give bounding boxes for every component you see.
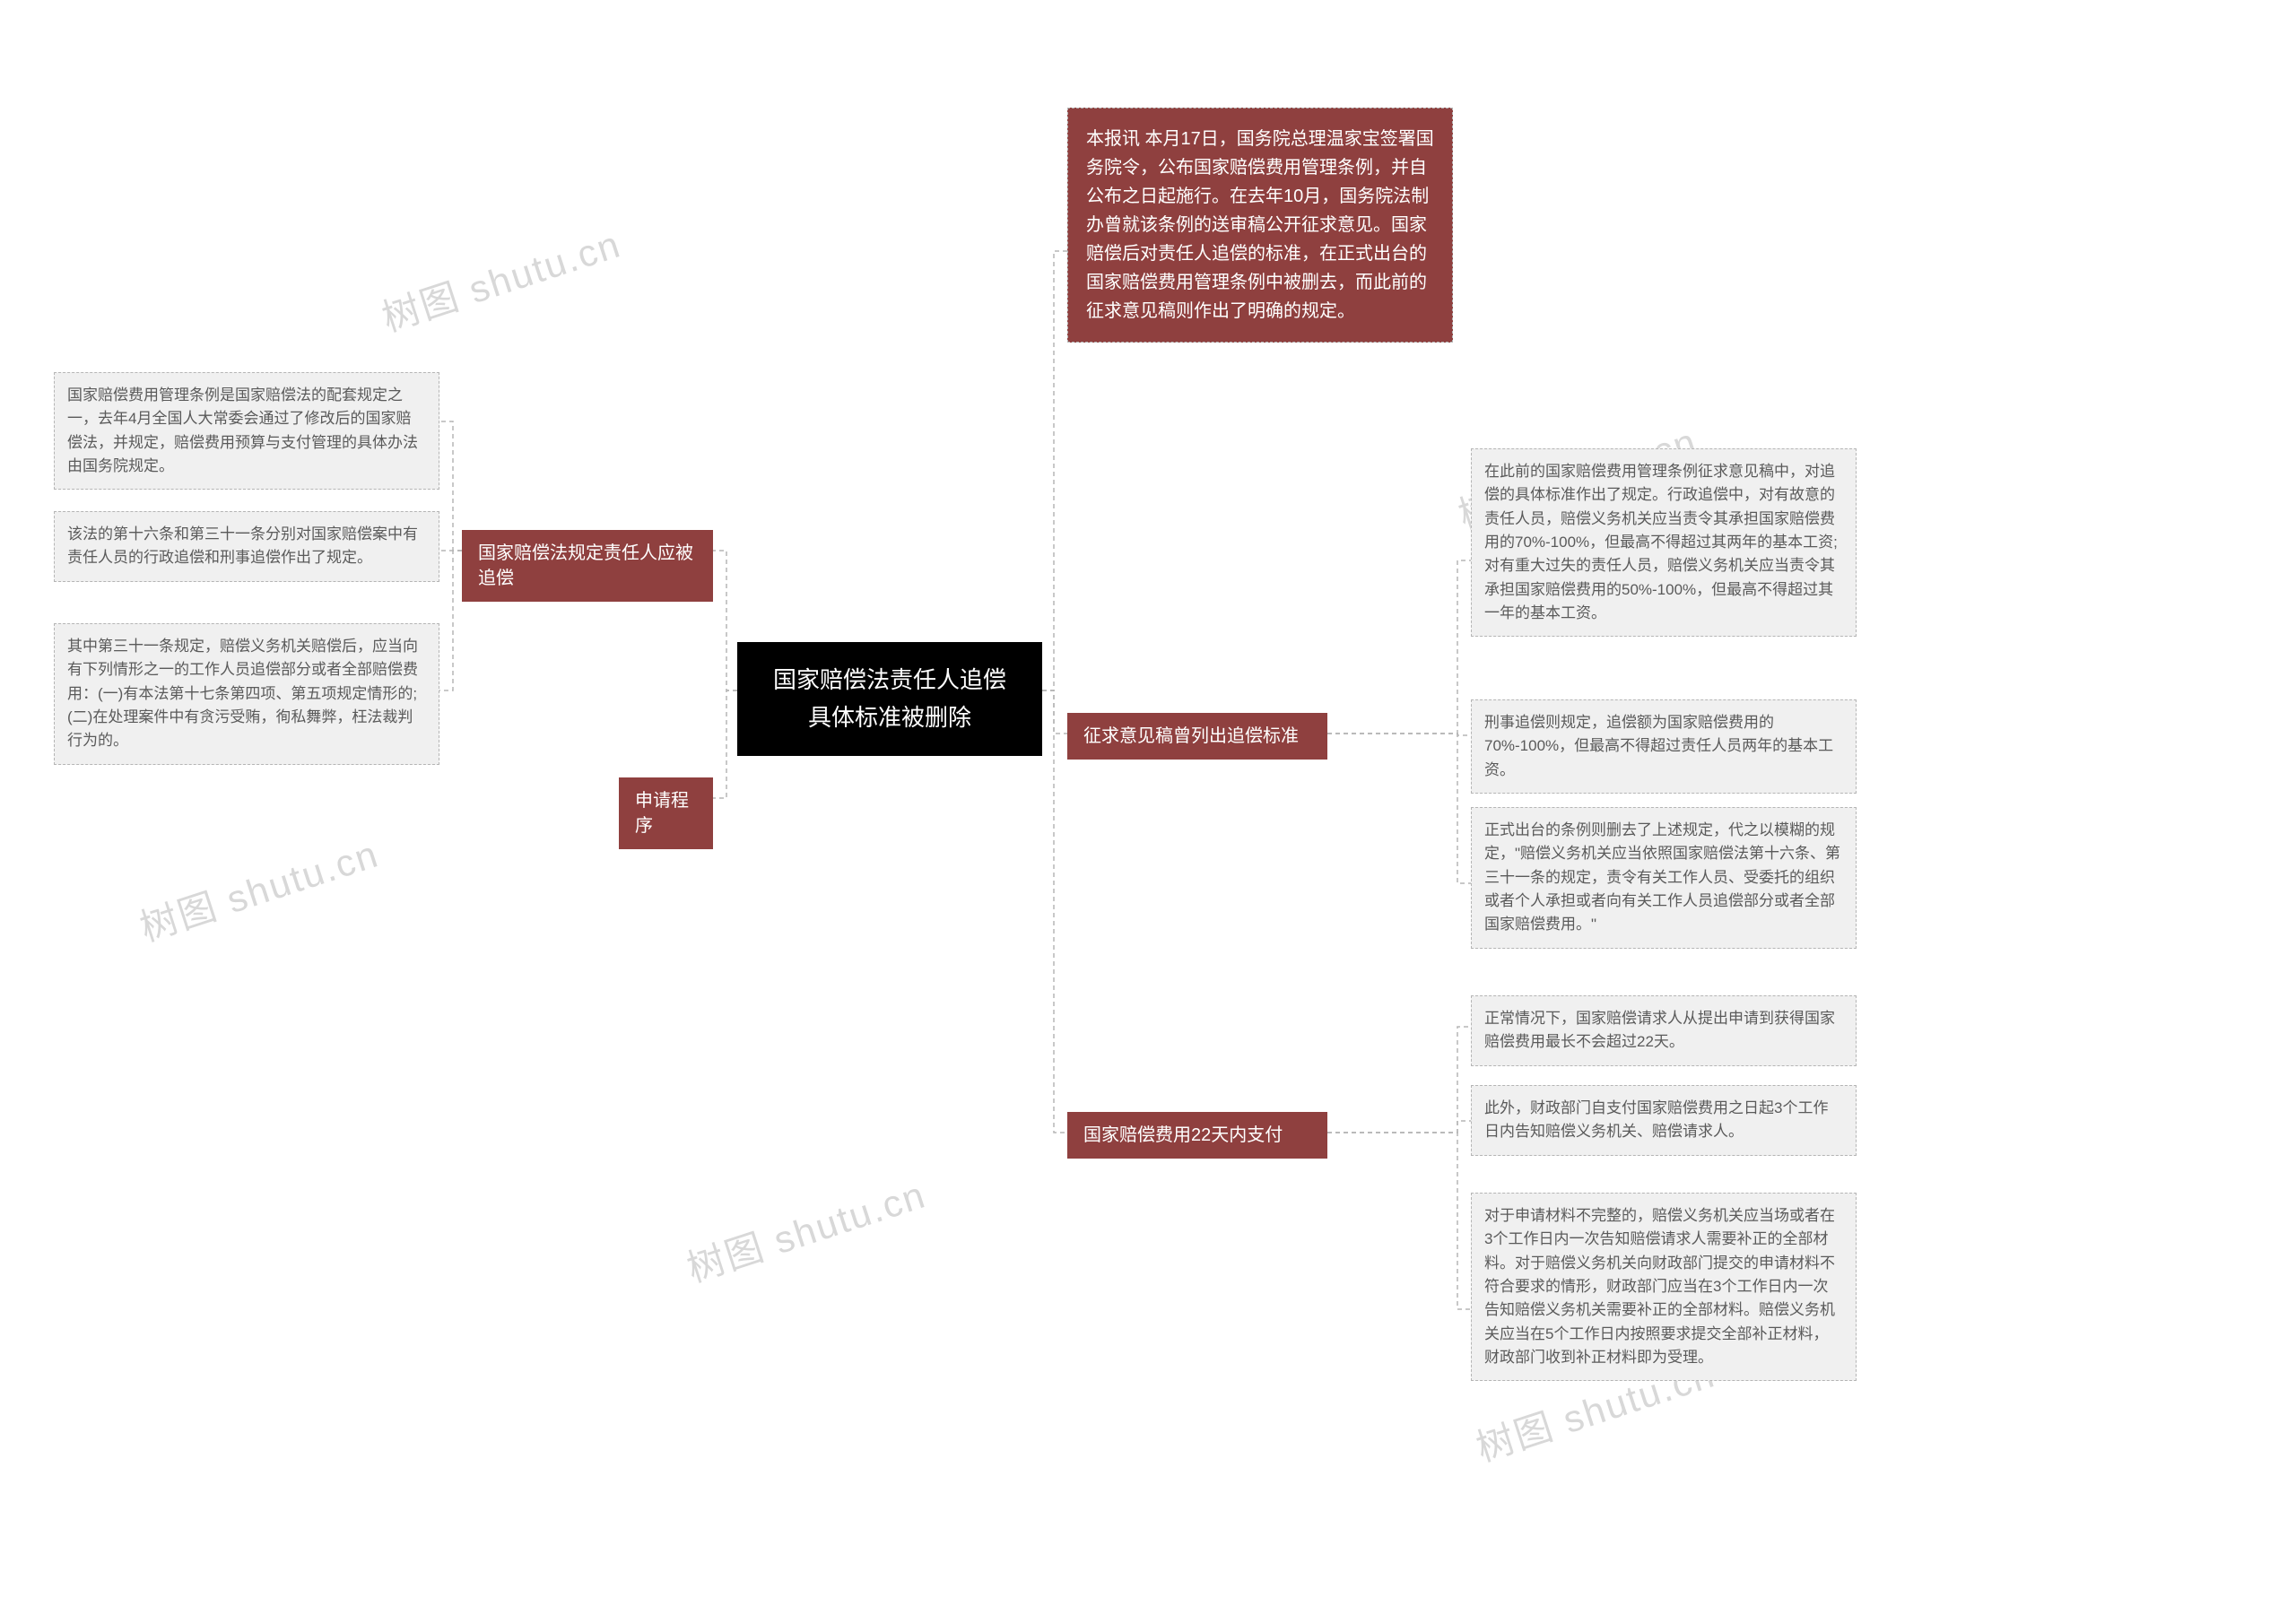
watermark: 树图 shutu.cn [374,214,627,343]
leaf-right-5: 对于申请材料不完整的，赔偿义务机关应当场或者在3个工作日内一次告知赔偿请求人需要… [1471,1193,1857,1381]
watermark: 树图 shutu.cn [679,1165,932,1293]
leaf-right-1: 刑事追偿则规定，追偿额为国家赔偿费用的70%-100%，但最高不得超过责任人员两… [1471,699,1857,794]
leaf-left-2: 其中第三十一条规定，赔偿义务机关赔偿后，应当向有下列情形之一的工作人员追偿部分或… [54,623,439,765]
leaf-right-4: 此外，财政部门自支付国家赔偿费用之日起3个工作日内告知赔偿义务机关、赔偿请求人。 [1471,1085,1857,1156]
mindmap-root: 国家赔偿法责任人追偿具体标准被删除 [737,642,1042,756]
leaf-left-1: 该法的第十六条和第三十一条分别对国家赔偿案中有责任人员的行政追偿和刑事追偿作出了… [54,511,439,582]
leaf-right-3: 正常情况下，国家赔偿请求人从提出申请到获得国家赔偿费用最长不会超过22天。 [1471,995,1857,1066]
branch-right-0: 本报讯 本月17日，国务院总理温家宝签署国务院令，公布国家赔偿费用管理条例，并自… [1067,108,1453,343]
watermark: 树图 shutu.cn [132,824,385,952]
leaf-left-0: 国家赔偿费用管理条例是国家赔偿法的配套规定之一，去年4月全国人大常委会通过了修改… [54,372,439,490]
branch-left-2: 申请程序 [619,777,713,849]
branch-right-2: 国家赔偿费用22天内支付 [1067,1112,1327,1159]
leaf-right-2: 正式出台的条例则删去了上述规定，代之以模糊的规定，"赔偿义务机关应当依照国家赔偿… [1471,807,1857,949]
branch-right-1: 征求意见稿曾列出追偿标准 [1067,713,1327,760]
branch-left-1: 国家赔偿法规定责任人应被追偿 [462,530,713,602]
leaf-right-0: 在此前的国家赔偿费用管理条例征求意见稿中，对追偿的具体标准作出了规定。行政追偿中… [1471,448,1857,637]
